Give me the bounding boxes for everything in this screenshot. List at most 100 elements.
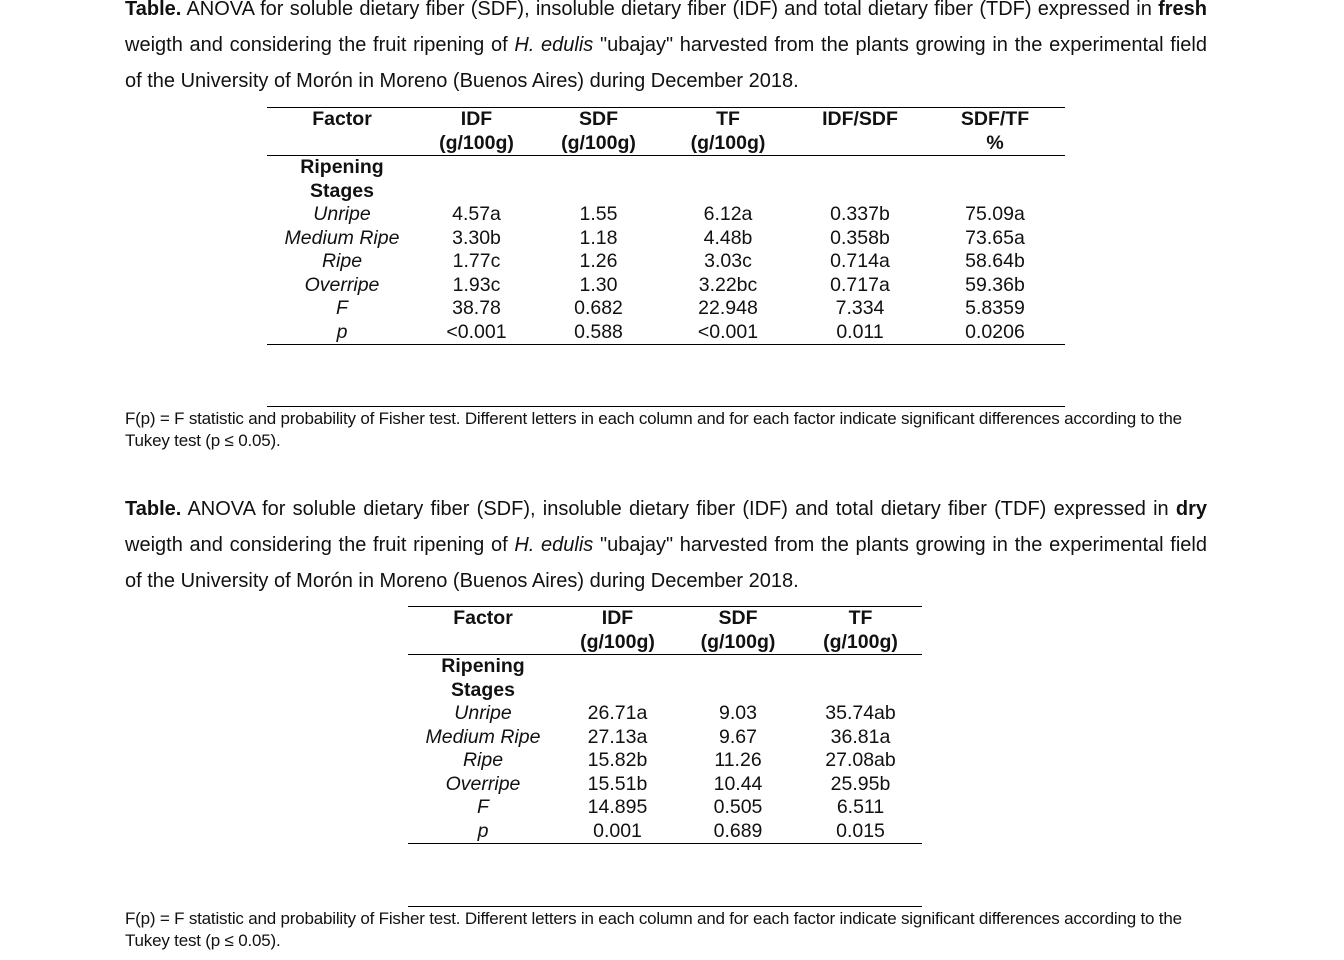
table1-cell: 0.0206	[965, 320, 1025, 343]
table1-cell: 4.57a	[452, 203, 501, 225]
table1-cell: 1.26	[579, 250, 618, 272]
table1-cell: 3.30b	[452, 226, 501, 249]
table1-factor-cell: Ripe	[321, 250, 363, 272]
table2-caption-part1: ANOVA for soluble dietary fiber (SDF), i…	[181, 498, 1176, 520]
table1-header: Factor IDF (g/100g) SDF (g/100g) TF (g/100g…	[267, 107, 1065, 156]
table1-cell: 0.717a	[830, 273, 890, 296]
table1-caption-part1: ANOVA for soluble dietary fiber (SDF), i…	[181, 0, 1159, 20]
table2-cell: 27.08ab	[825, 749, 896, 771]
table2-factor-cell: Medium Ripe	[425, 725, 541, 748]
table1-header-idf-sdf: IDF/SDF	[822, 108, 898, 130]
table2-caption-species: H. edulis	[514, 534, 594, 556]
table1-cell: 0.358b	[830, 226, 890, 249]
table1-cell: 0.588	[574, 320, 623, 343]
table-row: Unripe 4.57a 1.55 6.12a 0.337b 75.09a	[267, 203, 1065, 227]
table1-header-idf: IDF (g/100g)	[439, 108, 514, 154]
table2-cell: 0.001	[593, 819, 642, 842]
table2-cell: 0.689	[713, 819, 763, 842]
table2-cell: 35.74ab	[825, 702, 896, 724]
table2-factor-cell: Overripe	[445, 772, 521, 795]
table1-factor-cell: Unripe	[313, 203, 371, 225]
table1-cell: 4.48b	[703, 226, 753, 249]
table1-cell: 3.03c	[704, 250, 752, 272]
table1-cell: 75.09a	[965, 203, 1025, 225]
table2-factor-cell: F	[477, 796, 489, 818]
table1-cell: 1.30	[579, 273, 618, 296]
table2-cell: 15.82b	[587, 749, 648, 771]
table1-cell: 0.682	[574, 297, 623, 319]
table-row: Ripe 15.82b 11.26 27.08ab	[408, 749, 922, 773]
table2-cell: 36.81a	[830, 725, 891, 748]
table1-header-tf: TF (g/100g)	[690, 108, 766, 154]
table2-caption-basis: dry	[1175, 498, 1207, 520]
table-row: Ripe 1.77c 1.26 3.03c 0.714a 58.64b	[267, 250, 1065, 274]
table2-cell: 9.67	[719, 725, 757, 748]
table1-caption-lead: Table.	[125, 0, 182, 20]
table2-cell: 11.26	[714, 749, 762, 771]
table-row: Medium Ripe 3.30b 1.18 4.48b 0.358b 73.6…	[267, 227, 1065, 251]
table-row: Medium Ripe 27.13a 9.67 36.81a	[408, 726, 922, 750]
table1-cell: 5.8359	[965, 297, 1025, 319]
table1-cell: 1.77c	[452, 250, 501, 272]
table1-factor-cell: p	[336, 320, 348, 343]
table2-header-tf: TF (g/100g)	[823, 607, 898, 653]
table2-header: Factor IDF (g/100g) SDF (g/100g) TF (g/100g…	[408, 606, 922, 655]
table1-caption: Table. ANOVA for soluble dietary fiber (…	[125, 0, 1207, 99]
table2-footer-rule	[408, 906, 922, 907]
table2-cell: 14.895	[587, 796, 648, 818]
table2-cell: 27.13a	[587, 725, 648, 748]
table1-cell: 3.22bc	[698, 273, 758, 296]
table-row: F 14.895 0.505 6.511	[408, 796, 922, 820]
table1-note: F(p) = F statistic and probability of Fi…	[125, 409, 1182, 450]
table2-header-factor: Factor	[453, 607, 513, 629]
table2-header-idf: IDF (g/100g)	[580, 607, 655, 653]
table1-cell: 6.12a	[703, 203, 753, 225]
table2-cell: 26.71a	[587, 702, 648, 724]
table-row: Overripe 1.93c 1.30 3.22bc 0.717a 59.36b	[267, 274, 1065, 298]
table1-cell: <0.001	[697, 320, 759, 343]
table-row: p 0.001 0.689 0.015	[408, 820, 922, 844]
table2-group-row: Ripening Stages	[408, 655, 922, 703]
table-row: F 38.78 0.682 22.948 7.334 5.8359	[267, 297, 1065, 321]
table1-cell: 1.18	[579, 226, 618, 249]
table2-cell: 25.95b	[830, 772, 891, 795]
table1-caption-part2: weigth and considering the fruit ripenin…	[125, 34, 515, 56]
table2-cell: 0.505	[713, 796, 763, 818]
table1-group-label: Ripening Stages	[300, 156, 384, 202]
table2-cell: 0.015	[836, 819, 885, 842]
table2-cell: 6.511	[836, 796, 885, 818]
table2-group-label: Ripening Stages	[441, 655, 525, 701]
table1-group-row: Ripening Stages	[267, 156, 1065, 204]
table1-factor-cell: F	[336, 297, 348, 319]
table1-cell: 38.78	[452, 297, 501, 319]
table2-caption-lead: Table.	[125, 498, 182, 520]
table1-footer-rule	[267, 406, 1065, 407]
table-row: p <0.001 0.588 <0.001 0.011 0.0206	[267, 321, 1065, 345]
table1: Factor IDF (g/100g) SDF (g/100g) TF (g/100g…	[267, 107, 1065, 345]
table1-cell: 1.93c	[452, 273, 501, 296]
table2-caption-part2: weigth and considering the fruit ripenin…	[125, 534, 515, 556]
table1-cell: <0.001	[446, 320, 507, 343]
table1-cell: 59.36b	[965, 273, 1025, 296]
table1-cell: 73.65a	[965, 226, 1025, 249]
table1-factor-cell: Medium Ripe	[284, 226, 400, 249]
table1-header-sdf: SDF (g/100g)	[561, 108, 636, 154]
table-row: Unripe 26.71a 9.03 35.74ab	[408, 702, 922, 726]
table1-cell: 0.011	[836, 320, 884, 343]
table2-cell: 15.51b	[587, 772, 648, 795]
table-row: Overripe 15.51b 10.44 25.95b	[408, 773, 922, 797]
table1-cell: 0.714a	[830, 250, 890, 272]
table2-factor-cell: Ripe	[462, 749, 504, 771]
table2-note: F(p) = F statistic and probability of Fi…	[125, 909, 1182, 950]
table2-factor-cell: p	[477, 819, 489, 842]
table1-caption-basis: fresh	[1158, 0, 1207, 20]
table1-cell: 0.337b	[830, 203, 890, 225]
table1-cell: 1.55	[579, 203, 618, 225]
table1-header-sdf-tf: SDF/TF%	[960, 108, 1030, 154]
table2-caption: Table. ANOVA for soluble dietary fiber (…	[125, 491, 1207, 599]
table2-caption-part3: "ubajay" harvested from the plants growi…	[125, 534, 1207, 592]
table1-header-factor: Factor	[312, 108, 372, 130]
table1-caption-part3: "ubajay" harvested from the plants growi…	[125, 34, 1207, 92]
table1-cell: 7.334	[835, 297, 885, 319]
table2-header-sdf: SDF (g/100g)	[700, 607, 776, 653]
